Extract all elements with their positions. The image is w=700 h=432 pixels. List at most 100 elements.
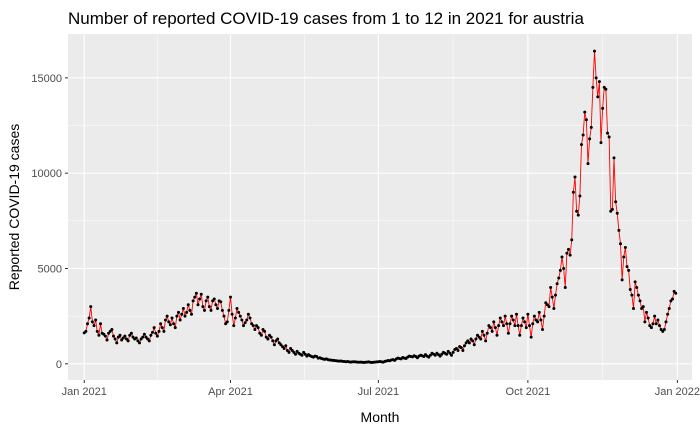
data-point (172, 322, 176, 326)
data-point (222, 314, 226, 318)
data-point (110, 327, 114, 331)
data-point (276, 337, 280, 341)
x-axis-ticks: Jan 2021 Apr 2021 Jul 2021 Oct 2021 Jan 2022 (62, 380, 700, 398)
data-point (599, 141, 603, 145)
data-point (237, 310, 241, 314)
data-point (482, 333, 486, 337)
data-point (175, 314, 179, 318)
data-point (635, 286, 639, 290)
data-point (216, 307, 219, 311)
data-point (671, 297, 674, 301)
data-point (193, 295, 197, 299)
data-point (225, 320, 229, 324)
data-point (248, 316, 252, 320)
data-point (547, 305, 551, 309)
data-point (461, 348, 465, 352)
data-point (666, 312, 670, 316)
data-point (173, 326, 177, 330)
data-point (214, 303, 218, 307)
data-point (555, 282, 559, 286)
data-point (508, 322, 512, 326)
data-point (256, 326, 260, 330)
data-point (620, 278, 624, 282)
data-point (521, 316, 525, 320)
data-point (194, 291, 198, 295)
data-point (615, 211, 619, 215)
data-point (485, 331, 489, 335)
data-point (167, 320, 171, 324)
y-tick-label: 5000 (38, 263, 62, 275)
data-point (623, 246, 627, 250)
data-point (664, 320, 668, 324)
data-point (142, 332, 146, 336)
data-point (505, 322, 509, 326)
data-point (151, 330, 154, 334)
data-point (118, 333, 122, 337)
data-point (89, 305, 93, 309)
data-point (95, 329, 99, 333)
data-point (617, 228, 621, 232)
data-point (625, 265, 629, 269)
data-point (99, 322, 102, 326)
y-tick-label: 0 (56, 359, 62, 371)
data-point (230, 312, 234, 316)
data-point (580, 143, 583, 147)
data-point (610, 207, 614, 211)
data-point (532, 314, 536, 318)
data-point (445, 352, 449, 356)
data-point (479, 337, 483, 341)
y-axis-ticks: 0 5000 10000 15000 (31, 73, 68, 371)
data-point (243, 321, 247, 325)
data-point (614, 200, 618, 204)
data-point (646, 316, 650, 320)
data-point (269, 335, 273, 339)
data-point (300, 353, 304, 357)
data-point (495, 333, 499, 337)
data-point (643, 320, 647, 324)
data-point (113, 337, 117, 341)
data-point (601, 106, 605, 110)
data-point (181, 307, 185, 311)
data-point (105, 338, 109, 342)
data-point (571, 190, 575, 194)
data-point (537, 310, 541, 314)
data-point (515, 312, 518, 316)
data-point (586, 162, 590, 166)
data-point (162, 329, 166, 333)
data-point (500, 320, 504, 324)
data-point (633, 280, 637, 284)
data-point (554, 293, 557, 297)
data-point (87, 316, 91, 320)
data-point (570, 238, 574, 242)
data-point (235, 307, 239, 311)
data-point (502, 324, 505, 328)
data-point (654, 322, 658, 326)
data-point (199, 292, 203, 296)
data-point (575, 209, 579, 213)
data-point (645, 310, 648, 314)
data-point (168, 323, 172, 327)
data-point (164, 318, 167, 322)
y-tick-label: 15000 (31, 73, 62, 85)
data-point (246, 312, 250, 316)
data-point (484, 339, 488, 343)
data-point (204, 299, 208, 303)
data-point (498, 316, 502, 320)
data-point (581, 133, 585, 137)
data-point (480, 329, 484, 333)
data-point (165, 314, 169, 318)
data-point (240, 318, 244, 322)
data-point (584, 118, 588, 122)
data-point (467, 341, 471, 345)
data-point (576, 213, 580, 217)
data-point (178, 318, 182, 322)
data-point (536, 320, 540, 324)
minor-gridlines (68, 34, 692, 380)
data-point (619, 242, 622, 246)
data-point (583, 110, 587, 114)
data-point (612, 156, 616, 160)
data-point (606, 131, 609, 135)
data-point (251, 324, 255, 328)
data-point (177, 310, 180, 314)
data-point (191, 299, 195, 303)
